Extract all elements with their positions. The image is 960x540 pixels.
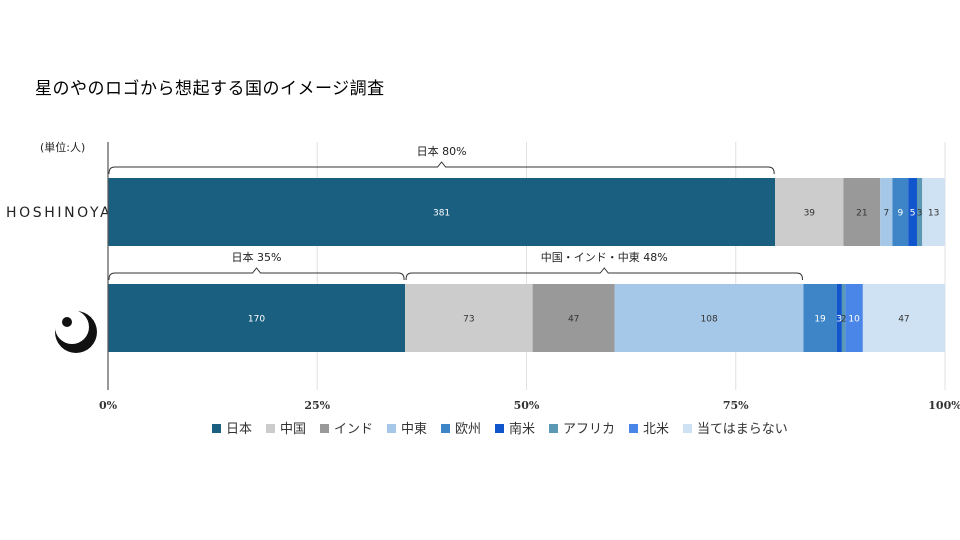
x-tick-label: 100% <box>928 399 960 412</box>
data-label: 13 <box>928 209 939 219</box>
data-label: 73 <box>463 315 474 325</box>
data-label: 47 <box>568 315 579 325</box>
data-label: 9 <box>897 209 903 219</box>
legend-label: 中東 <box>401 421 427 437</box>
legend-swatch <box>629 424 638 433</box>
legend-swatch <box>495 424 504 433</box>
bar-segment <box>803 284 837 352</box>
legend-label: 当てはまらない <box>697 422 788 437</box>
data-label: 5 <box>910 209 916 219</box>
data-label: 108 <box>701 315 718 325</box>
x-tick-label: 0% <box>99 399 118 412</box>
circle-logo-icon <box>55 310 97 353</box>
x-tick-label: 25% <box>304 399 330 412</box>
data-label: 21 <box>856 209 867 219</box>
bar-segment <box>908 178 917 246</box>
data-label: 39 <box>804 209 816 219</box>
data-label: 7 <box>883 209 889 219</box>
legend-label: 中国 <box>280 422 306 437</box>
bar-segment <box>922 178 945 246</box>
bar-segment <box>892 178 909 246</box>
legend-label: インド <box>334 422 373 437</box>
legend-swatch <box>441 424 450 433</box>
bar-segment <box>405 284 533 352</box>
bracket-label: 日本 35% <box>232 250 282 264</box>
x-tick-label: 50% <box>514 399 540 412</box>
bar-segment <box>108 178 776 246</box>
data-label: 19 <box>814 315 826 325</box>
unit-label: (単位:人) <box>40 141 86 154</box>
chart-title: 星のやのロゴから想起する国のイメージ調査 <box>35 79 385 99</box>
bar-segment <box>916 178 923 246</box>
bar-segment <box>845 284 863 352</box>
legend-label: 南米 <box>509 421 535 437</box>
bracket-label: 日本 80% <box>417 144 467 158</box>
legend-label: 欧州 <box>455 422 481 437</box>
x-tick-label: 75% <box>723 399 749 412</box>
bracket-label: 中国・インド・中東 48% <box>541 251 668 264</box>
legend-label: 日本 <box>226 422 252 437</box>
legend-swatch <box>683 424 692 433</box>
bar-segment <box>843 178 881 246</box>
bracket <box>108 161 775 174</box>
legend: 日本 中国 インド 中東 欧州 南米 アフリカ 北米 当てはまらない <box>212 421 788 437</box>
data-label: 3 <box>836 315 842 325</box>
legend-swatch <box>549 424 558 433</box>
data-label: 47 <box>898 315 909 325</box>
bar-segment <box>532 284 615 352</box>
data-label: 170 <box>248 315 265 325</box>
bracket-annotations: 日本 80% 日本 35% 中国・インド・中東 48% <box>108 144 803 280</box>
x-axis: 0% 25% 50% 75% 100% <box>99 142 960 412</box>
legend-label: 北米 <box>643 422 669 437</box>
data-label: 10 <box>848 315 860 325</box>
data-label: 381 <box>433 209 450 219</box>
legend-swatch <box>320 424 329 433</box>
bar-segment <box>775 178 844 246</box>
data-label: 2 <box>841 315 847 325</box>
bracket <box>108 267 405 280</box>
bar-segment <box>862 284 945 352</box>
bar-segment <box>841 284 846 352</box>
bar-segment <box>614 284 804 352</box>
bar-segment <box>108 284 406 352</box>
legend-label: アフリカ <box>563 422 615 437</box>
bracket <box>405 267 803 280</box>
bar-segment <box>836 284 842 352</box>
legend-swatch <box>266 424 275 433</box>
data-label: 3 <box>917 209 923 219</box>
legend-swatch <box>212 424 221 433</box>
legend-swatch <box>387 424 396 433</box>
bar-segment <box>880 178 893 246</box>
hoshinoya-logo: HOSHINOYA <box>6 205 113 221</box>
